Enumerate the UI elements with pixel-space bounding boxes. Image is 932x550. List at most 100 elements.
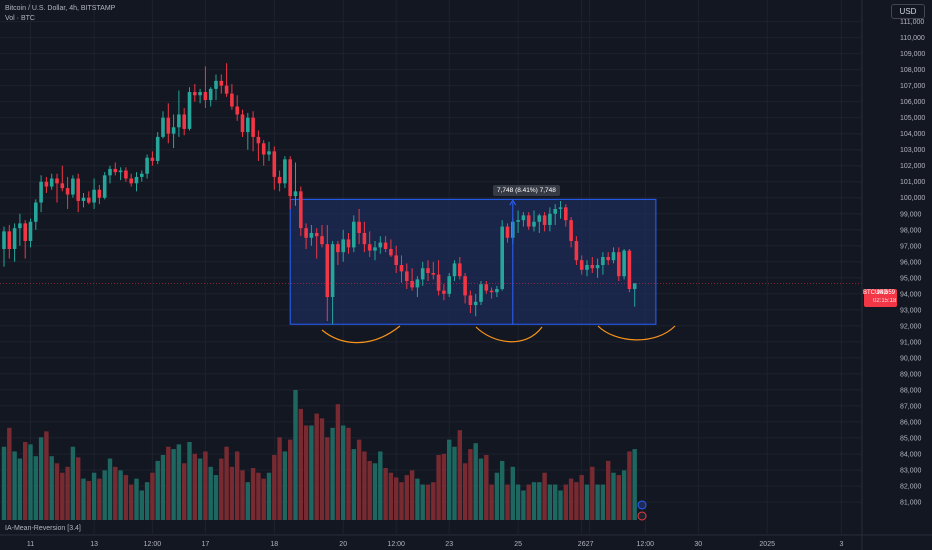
volume-bar — [113, 466, 118, 520]
candle-body — [352, 221, 356, 248]
time-axis[interactable]: 11 13 12:00 17 18 20 12:00 23 25 26 27 12:00 30 2025 3 — [0, 534, 932, 548]
volume-bar — [49, 456, 54, 520]
volume-bar — [537, 482, 542, 520]
price-tick-label: 93,000 — [900, 307, 922, 314]
candle-body — [108, 168, 112, 176]
volume-bar — [303, 425, 309, 520]
candle-body — [71, 178, 75, 195]
candle-body — [187, 92, 192, 129]
candle-body — [553, 208, 557, 214]
volume-bar — [372, 463, 378, 520]
candle-body — [394, 255, 398, 265]
volume-bar — [558, 490, 563, 520]
candle-body — [617, 252, 621, 277]
candle-body — [240, 114, 245, 133]
price-tick-label: 104,000 — [900, 131, 925, 138]
volume-bar — [500, 460, 505, 520]
volume-bar — [235, 451, 240, 520]
price-tick-label: 97,000 — [900, 243, 922, 250]
volume-bar — [309, 425, 314, 520]
time-tick-label: 30 — [694, 541, 702, 548]
grid-lines — [0, 0, 862, 534]
candle-body — [564, 207, 568, 221]
volume-bar — [616, 475, 621, 520]
candle-body — [611, 252, 616, 261]
candle-body — [410, 281, 414, 288]
currency-button[interactable]: USD — [891, 4, 925, 19]
volume-bar — [473, 443, 478, 520]
candle-body — [277, 176, 282, 184]
volume-bar — [362, 451, 367, 520]
indicator-label[interactable]: IA-Mean-Reversion [3.4] — [5, 525, 81, 532]
price-tick-label: 87,000 — [900, 403, 922, 410]
range-box[interactable] — [289, 198, 657, 325]
volume-bar — [86, 481, 91, 520]
volume-bar — [478, 458, 484, 520]
volume-bars — [1, 390, 637, 520]
volume-bar — [203, 451, 208, 520]
candle-body — [505, 226, 510, 238]
candle-body — [224, 85, 229, 94]
volume-bar — [261, 478, 266, 520]
volume-bar — [208, 466, 213, 520]
candle-body — [447, 276, 451, 294]
volume-bar — [420, 484, 425, 520]
candle-body — [526, 215, 531, 227]
price-tick-label: 96,000 — [900, 259, 922, 266]
volume-bar — [447, 439, 452, 520]
candle-body — [362, 232, 367, 245]
volume-bar — [91, 472, 97, 520]
candle-body — [479, 284, 483, 302]
candle-body — [39, 181, 43, 203]
volume-bar — [606, 460, 611, 520]
time-tick-label: 23 — [445, 541, 453, 548]
candle-body — [373, 247, 377, 251]
candle-body — [590, 265, 595, 269]
candle-body — [367, 244, 372, 251]
range-rectangle — [289, 198, 657, 325]
volume-bar — [584, 484, 590, 520]
candle-body — [246, 117, 250, 133]
candle-body — [606, 256, 610, 261]
candle-body — [336, 244, 340, 253]
time-tick-label: 18 — [270, 541, 278, 548]
candle-body — [49, 178, 54, 187]
price-tick-label: 88,000 — [900, 387, 922, 394]
volume-bar — [415, 478, 420, 520]
volume-bar — [192, 453, 197, 520]
volume-bar — [282, 451, 288, 520]
volume-bar — [44, 431, 49, 520]
volume-bar — [404, 475, 409, 520]
volume-bar — [134, 478, 139, 520]
volume-bar — [293, 390, 298, 520]
price-tick-label: 110,000 — [900, 35, 925, 42]
symbol-title[interactable]: Bitcoin / U.S. Dollar, 4h, BITSTAMP — [5, 5, 116, 12]
time-tick-label: 13 — [90, 541, 98, 548]
volume-legend[interactable]: Vol · BTC — [5, 15, 35, 22]
volume-bar — [627, 451, 632, 520]
volume-bar — [542, 472, 547, 520]
volume-bar — [367, 460, 372, 520]
volume-bar — [107, 458, 113, 520]
candle-body — [495, 289, 499, 293]
candle-body — [299, 191, 303, 229]
volume-bar — [351, 449, 356, 520]
volume-bar — [425, 484, 431, 520]
candle-body — [87, 197, 91, 203]
candle-body — [76, 178, 80, 201]
drawing-overlays[interactable] — [0, 199, 862, 521]
price-axis[interactable]: 81,000 82,000 83,000 84,000 85,000 86,000 87,0… — [861, 0, 925, 550]
indicator-marker-icon — [637, 500, 647, 510]
candle-body — [145, 157, 149, 174]
price-tick-label: 98,000 — [900, 227, 922, 234]
candle-body — [193, 92, 197, 96]
candle-body — [357, 221, 361, 233]
candle-body — [102, 175, 107, 198]
candle-body — [7, 231, 12, 249]
candle-body — [214, 80, 218, 89]
price-label-countdown: 02:15:18 — [873, 298, 897, 304]
volume-bar — [325, 437, 330, 520]
candle-body — [12, 228, 17, 249]
candle-body — [442, 290, 446, 294]
